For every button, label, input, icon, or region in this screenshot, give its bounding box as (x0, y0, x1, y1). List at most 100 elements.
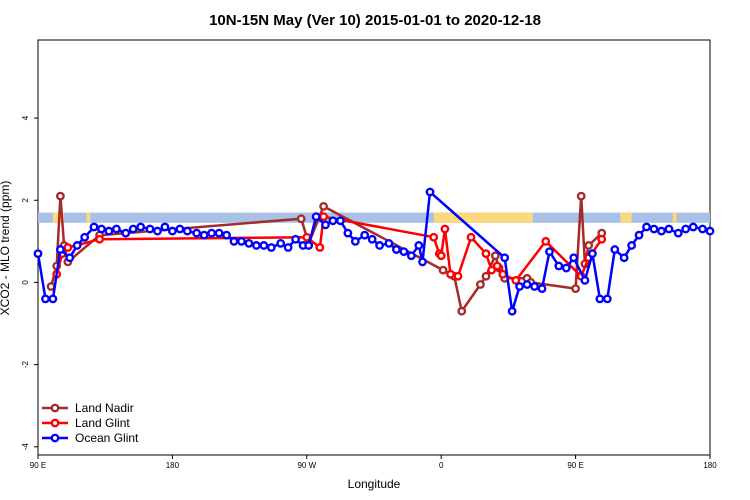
data-point (425, 187, 435, 197)
band-land-segment (620, 212, 632, 223)
x-tick-label: 90 E (30, 461, 46, 470)
data-point (95, 234, 105, 244)
series-layer (33, 187, 715, 316)
data-point (487, 265, 496, 275)
series-line (36, 190, 711, 313)
legend-label: Land Glint (75, 416, 130, 430)
data-point (283, 243, 293, 252)
band-land-segment (433, 212, 445, 223)
data-point (664, 224, 674, 234)
data-point (104, 226, 114, 236)
data-point (627, 241, 636, 250)
data-point (657, 226, 666, 236)
data-point (222, 230, 231, 240)
data-point (588, 249, 597, 259)
data-point (321, 220, 330, 230)
x-tick-label: 90 W (297, 461, 316, 470)
x-tick-label: 0 (439, 461, 444, 470)
data-point (440, 224, 450, 234)
y-axis: -4 -2 0 2 4 (21, 115, 38, 450)
legend-item: Ocean Glint (42, 431, 139, 445)
legend-label: Ocean Glint (75, 431, 139, 445)
data-point (569, 253, 579, 263)
band-land-segment (514, 212, 533, 223)
data-point (304, 241, 314, 250)
data-point (207, 228, 217, 238)
data-point (319, 202, 328, 211)
data-point (244, 238, 254, 248)
data-point (319, 212, 328, 222)
data-point (259, 241, 269, 250)
data-point (112, 224, 121, 234)
data-point (80, 232, 90, 242)
data-point (41, 294, 50, 304)
coverage-band (38, 212, 710, 223)
data-point (33, 249, 43, 259)
data-point (65, 253, 75, 263)
data-point (360, 230, 370, 240)
data-point (335, 216, 345, 226)
data-point (375, 241, 384, 250)
data-point (237, 236, 246, 246)
data-point (153, 226, 162, 236)
data-point (681, 224, 691, 234)
data-point (475, 280, 485, 289)
data-point (642, 222, 651, 232)
data-point (384, 238, 394, 248)
data-point (291, 234, 300, 244)
legend-item: Land Glint (42, 416, 130, 430)
data-point (56, 245, 65, 254)
data-point (500, 253, 510, 263)
data-point (399, 247, 409, 257)
y-tick-label: 4 (21, 115, 30, 120)
band-ocean (38, 212, 710, 223)
data-point (436, 251, 446, 261)
data-point (438, 265, 448, 275)
y-tick-label: 2 (21, 197, 30, 202)
data-point (229, 236, 239, 246)
data-point (175, 224, 185, 234)
data-point (192, 228, 202, 238)
data-point (515, 282, 524, 291)
data-point (522, 280, 532, 289)
data-point (698, 224, 707, 234)
data-point (554, 261, 564, 271)
data-point (446, 269, 455, 279)
band-land-segment (444, 212, 514, 223)
x-tick-label: 180 (166, 461, 180, 470)
data-point (634, 230, 644, 240)
data-point (136, 222, 146, 232)
data-point (530, 282, 539, 291)
data-point (391, 245, 401, 254)
data-point (72, 241, 82, 250)
band-land-segment (672, 212, 677, 223)
x-tick-label: 90 E (567, 461, 583, 470)
data-point (266, 243, 276, 252)
data-point (688, 222, 698, 232)
data-point (490, 251, 500, 261)
data-point (466, 232, 476, 242)
data-point (128, 224, 138, 234)
data-point (276, 238, 286, 248)
legend-swatch-marker (50, 433, 60, 443)
data-point (145, 224, 155, 234)
band-land-segment (86, 212, 91, 223)
data-point (673, 228, 683, 238)
data-point (571, 284, 580, 293)
data-point (167, 226, 177, 236)
chart-title: 10N-15N May (Ver 10) 2015-01-01 to 2020-… (209, 12, 541, 29)
data-point (576, 191, 586, 201)
data-point (649, 224, 659, 234)
series-ocean-glint (33, 187, 715, 316)
data-point (251, 241, 261, 250)
x-axis: 90 E 180 90 W 0 90 E 180 (30, 455, 717, 470)
series-land-nadir (46, 191, 607, 316)
x-axis-label: Longitude (348, 477, 401, 491)
y-axis-label: XCO2 - MLO trend (ppm) (0, 181, 12, 316)
x-tick-label: 180 (703, 461, 717, 470)
legend-item: Land Nadir (42, 401, 134, 415)
data-point (705, 226, 715, 236)
data-point (541, 236, 551, 246)
plot-frame (37, 39, 711, 456)
